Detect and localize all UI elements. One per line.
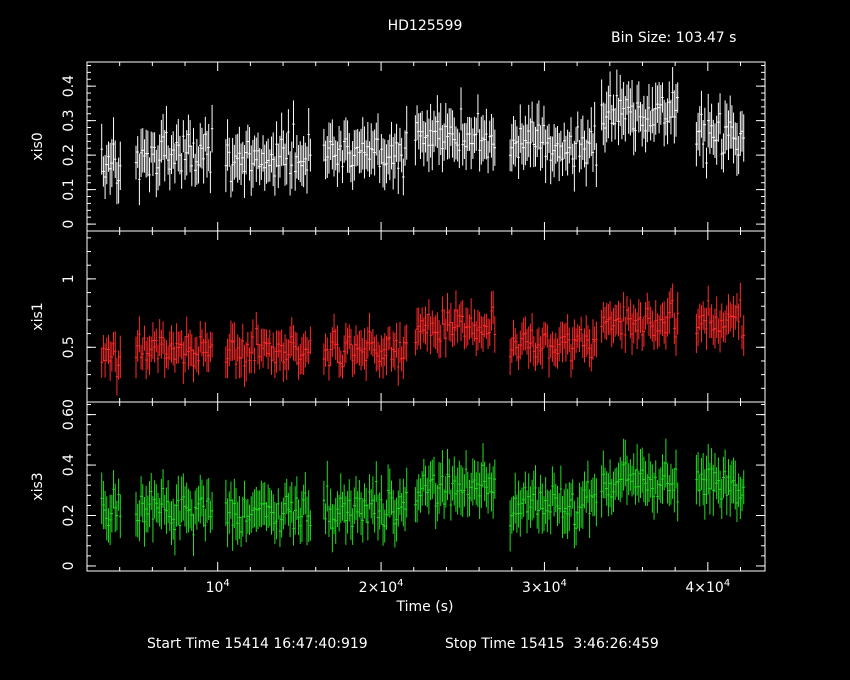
y-tick-label: 1 [61, 274, 77, 283]
series-xis0 [100, 67, 745, 206]
x-tick-label: 104 [206, 578, 230, 596]
y-axis-label: xis3 [30, 472, 46, 500]
x-tick-label: 3×104 [522, 578, 567, 596]
y-tick-label: 0.4 [61, 454, 77, 476]
stop-time-label: Stop Time 15415 3:46:26:459 [445, 636, 659, 652]
y-tick-label: 0 [61, 220, 77, 229]
series-xis1 [100, 282, 745, 396]
y-tick-label: 0 [61, 561, 77, 570]
bin-size-label: Bin Size: 103.47 s [611, 30, 737, 46]
y-tick-label: 0.2 [61, 144, 77, 166]
y-tick-label: 0.2 [61, 504, 77, 526]
panel-frame [86, 401, 766, 572]
x-tick-label: 2×104 [359, 578, 404, 596]
y-tick-label: 0.4 [61, 75, 77, 97]
x-tick-label: 4×104 [685, 578, 730, 596]
y-tick-label: 0.60 [61, 399, 77, 430]
y-tick-label: 0.5 [61, 336, 77, 358]
chart-title: HD125599 [387, 18, 463, 34]
y-tick-label: 0.1 [61, 178, 77, 200]
x-axis-label: Time (s) [396, 599, 454, 615]
y-axis-label: xis1 [30, 302, 46, 330]
y-tick-label: 0.3 [61, 109, 77, 131]
y-axis-label: xis0 [30, 132, 46, 160]
series-xis3 [100, 438, 745, 557]
start-time-label: Start Time 15414 16:47:40:919 [147, 636, 368, 652]
